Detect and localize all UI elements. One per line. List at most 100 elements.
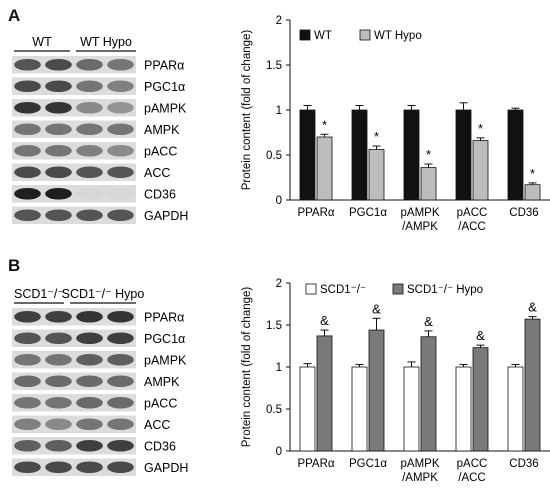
bar-hypo xyxy=(368,329,385,452)
y-axis-label: Protein content (fold of change) xyxy=(241,287,253,448)
bar-control xyxy=(351,366,368,452)
blot-band xyxy=(14,418,41,431)
x-tick-label: PPARα xyxy=(297,458,334,470)
blot-strip xyxy=(12,185,136,203)
x-tick-label: pACC xyxy=(457,458,488,470)
bar-control xyxy=(507,366,524,452)
blot-band xyxy=(45,144,72,157)
significance-mark: * xyxy=(426,147,431,162)
blot-band xyxy=(107,123,134,136)
blot-band-label: pACC xyxy=(144,396,177,410)
blot-band xyxy=(76,418,103,431)
legend-label: WT xyxy=(314,30,332,42)
blot-band-label: pAMPK xyxy=(144,101,187,115)
blot-band xyxy=(14,101,41,114)
x-tick-label: pAMPK xyxy=(401,207,440,219)
blot-band xyxy=(76,58,103,71)
y-tick-label: 1 xyxy=(276,105,282,117)
blot-band xyxy=(14,58,41,71)
blot-strip xyxy=(12,394,136,412)
legend-swatch xyxy=(392,283,404,295)
blot-band xyxy=(107,209,134,222)
x-tick-label: pACC xyxy=(457,207,488,219)
x-tick-label: /AMPK xyxy=(402,221,438,233)
blot-group-label: SCD1⁻/⁻ xyxy=(14,287,64,301)
blot-strip xyxy=(12,56,136,74)
blot-band xyxy=(14,332,41,345)
blot-band xyxy=(76,101,103,114)
x-tick-label: /ACC xyxy=(458,221,485,233)
blot-band xyxy=(76,166,103,179)
blot-band xyxy=(14,209,41,222)
blot-band xyxy=(14,439,41,452)
significance-mark: * xyxy=(374,129,379,144)
blot-strip xyxy=(12,437,136,455)
blot-band xyxy=(45,123,72,136)
blot-band xyxy=(76,187,103,200)
panel-a-letter: A xyxy=(8,6,21,25)
blot-band xyxy=(14,187,41,200)
blot-band xyxy=(76,209,103,222)
blot-band-label: PGC1α xyxy=(144,80,185,94)
blot-band xyxy=(45,396,72,409)
blot-band xyxy=(45,187,72,200)
blot-strip xyxy=(12,351,136,369)
blot-band xyxy=(76,353,103,366)
blot-band-label: PPARα xyxy=(144,58,184,72)
blot-band xyxy=(107,396,134,409)
x-tick-label: PGC1α xyxy=(349,458,387,470)
blot-strip xyxy=(12,163,136,181)
blot-strip xyxy=(12,99,136,117)
blot-band xyxy=(45,166,72,179)
blot-band xyxy=(76,144,103,157)
blot-band xyxy=(14,166,41,179)
blot-group-label: WT Hypo xyxy=(80,35,132,49)
blot-band xyxy=(76,80,103,93)
blot-strip xyxy=(12,458,136,476)
y-tick-label: 1 xyxy=(276,362,282,374)
blot-band xyxy=(76,123,103,136)
bar-hypo xyxy=(472,347,489,452)
blot-band xyxy=(76,439,103,452)
blot-band xyxy=(14,353,41,366)
y-tick-label: 0 xyxy=(276,195,282,207)
blot-band xyxy=(107,375,134,388)
blot-band xyxy=(107,439,134,452)
bar-control xyxy=(455,366,472,452)
legend-swatch xyxy=(305,283,317,295)
blot-band xyxy=(45,353,72,366)
blot-band xyxy=(14,396,41,409)
x-tick-label: PPARα xyxy=(297,207,334,219)
blot-band xyxy=(76,461,103,474)
blot-strip xyxy=(12,329,136,347)
blot-strip xyxy=(12,120,136,138)
x-tick-label: pAMPK xyxy=(401,458,440,470)
blot-band-label: pAMPK xyxy=(144,353,187,367)
blot-strip xyxy=(12,415,136,433)
blot-band xyxy=(45,439,72,452)
x-tick-label: /ACC xyxy=(458,472,485,484)
blot-band xyxy=(45,310,72,323)
blot-band xyxy=(45,80,72,93)
blot-band xyxy=(107,80,134,93)
blot-band-label: AMPK xyxy=(144,375,180,389)
blot-band xyxy=(45,418,72,431)
blot-band-label: ACC xyxy=(144,418,170,432)
legend-swatch xyxy=(299,29,311,41)
blot-band-label: CD36 xyxy=(144,439,176,453)
blot-band xyxy=(14,375,41,388)
significance-mark: & xyxy=(372,301,381,316)
blot-group-label: SCD1⁻/⁻ Hypo xyxy=(62,287,145,301)
blot-band xyxy=(45,58,72,71)
legend-label: WT Hypo xyxy=(374,30,422,42)
blot-band xyxy=(107,418,134,431)
blot-strip xyxy=(12,372,136,390)
blot-band-label: PPARα xyxy=(144,310,184,324)
blot-band xyxy=(107,461,134,474)
y-tick-label: 2 xyxy=(276,15,282,27)
blot-band xyxy=(107,332,134,345)
x-tick-label: PGC1α xyxy=(349,207,387,219)
